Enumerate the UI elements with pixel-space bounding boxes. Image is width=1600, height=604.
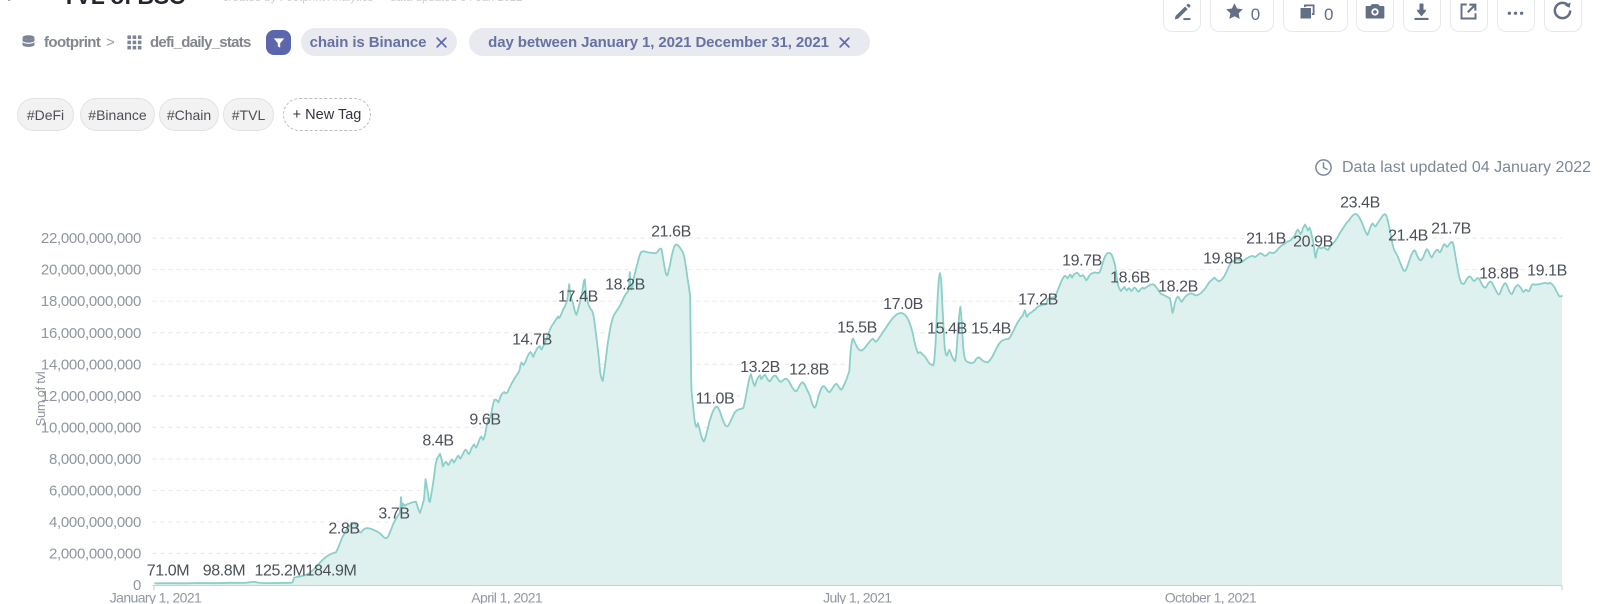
svg-text:21.4B: 21.4B (1388, 228, 1428, 245)
svg-text:71.0M: 71.0M (147, 563, 190, 580)
svg-text:184.9M: 184.9M (306, 563, 357, 580)
svg-text:6,000,000,000: 6,000,000,000 (49, 483, 141, 500)
svg-text:19.1B: 19.1B (1527, 263, 1567, 280)
svg-text:19.8B: 19.8B (1203, 251, 1243, 268)
svg-text:17.4B: 17.4B (558, 289, 598, 306)
svg-text:22,000,000,000: 22,000,000,000 (41, 230, 141, 247)
svg-text:15.4B: 15.4B (971, 321, 1011, 338)
svg-text:Sum of tvl: Sum of tvl (33, 371, 48, 426)
svg-text:January 1, 2021: January 1, 2021 (110, 590, 202, 604)
svg-text:11.0B: 11.0B (696, 391, 735, 408)
svg-text:8.4B: 8.4B (422, 433, 453, 450)
svg-text:12,000,000,000: 12,000,000,000 (41, 388, 141, 405)
svg-text:14,000,000,000: 14,000,000,000 (41, 356, 141, 373)
svg-text:18.8B: 18.8B (1479, 266, 1519, 283)
svg-text:16,000,000,000: 16,000,000,000 (41, 325, 141, 342)
svg-text:17.2B: 17.2B (1018, 292, 1058, 309)
svg-text:July 1, 2021: July 1, 2021 (823, 590, 892, 604)
svg-text:18.2B: 18.2B (605, 277, 645, 294)
svg-text:14.7B: 14.7B (512, 332, 552, 349)
svg-text:October 1, 2021: October 1, 2021 (1165, 590, 1257, 604)
svg-text:3.7B: 3.7B (378, 506, 409, 523)
svg-text:125.2M: 125.2M (255, 563, 306, 580)
svg-text:20,000,000,000: 20,000,000,000 (41, 262, 141, 279)
svg-text:12.8B: 12.8B (789, 362, 829, 379)
svg-text:8,000,000,000: 8,000,000,000 (49, 451, 141, 468)
svg-text:18,000,000,000: 18,000,000,000 (41, 293, 141, 310)
svg-text:April 1, 2021: April 1, 2021 (471, 590, 543, 604)
svg-text:19.7B: 19.7B (1062, 253, 1102, 270)
svg-text:9.6B: 9.6B (469, 412, 500, 429)
svg-text:13.2B: 13.2B (740, 359, 780, 376)
svg-text:15.4B: 15.4B (927, 321, 967, 338)
svg-text:23.4B: 23.4B (1340, 195, 1380, 212)
svg-text:21.6B: 21.6B (651, 224, 691, 241)
svg-text:20.9B: 20.9B (1293, 234, 1333, 251)
svg-text:98.8M: 98.8M (203, 563, 246, 580)
svg-text:0: 0 (133, 577, 141, 594)
svg-text:4,000,000,000: 4,000,000,000 (49, 514, 141, 531)
svg-text:17.0B: 17.0B (883, 296, 923, 313)
svg-text:21.1B: 21.1B (1246, 231, 1286, 248)
svg-text:18.6B: 18.6B (1110, 270, 1150, 287)
svg-text:10,000,000,000: 10,000,000,000 (41, 419, 141, 436)
svg-text:21.7B: 21.7B (1431, 221, 1471, 238)
svg-text:18.2B: 18.2B (1158, 279, 1198, 296)
svg-text:2.8B: 2.8B (328, 521, 359, 538)
svg-text:2,000,000,000: 2,000,000,000 (49, 546, 141, 563)
svg-text:15.5B: 15.5B (837, 320, 877, 337)
